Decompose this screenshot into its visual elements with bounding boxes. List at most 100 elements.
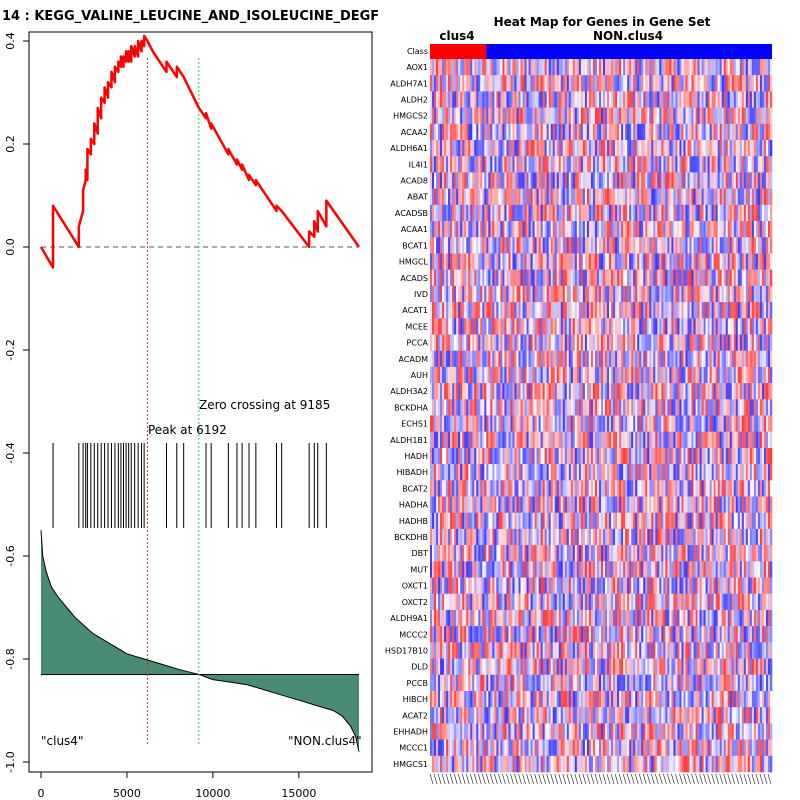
heatmap-cell [526, 188, 529, 206]
heatmap-cell [576, 285, 580, 303]
heatmap-cell [546, 480, 549, 497]
heatmap-cell [570, 237, 574, 254]
heatmap-cell [657, 480, 660, 497]
heatmap-cell [623, 431, 626, 449]
heatmap-cell [528, 350, 531, 368]
heatmap-cell [725, 172, 729, 189]
heatmap-cell [675, 269, 678, 287]
heatmap-cell [643, 269, 646, 287]
heatmap-cell [476, 512, 479, 530]
heatmap-cell [717, 156, 720, 173]
heatmap-cell [641, 123, 644, 141]
heatmap-cell [430, 447, 433, 465]
heatmap-cell [474, 221, 477, 238]
heatmap-cell [721, 221, 725, 238]
heatmap-cell [637, 350, 640, 368]
heatmap-cell [729, 237, 733, 254]
heatmap-cell [506, 431, 509, 449]
heatmap-cell [669, 350, 672, 368]
heatmap-cell [484, 496, 487, 514]
heatmap-cell [655, 447, 658, 465]
heatmap-cell [649, 496, 652, 514]
heatmap-cell [510, 140, 513, 157]
heatmap-cell [749, 204, 753, 222]
heatmap-cell [538, 366, 541, 384]
heatmap-cell [566, 107, 570, 125]
heatmap-cell [452, 156, 455, 173]
heatmap-cell [691, 383, 694, 400]
heatmap-cell [532, 253, 535, 270]
heatmap-cell [741, 156, 745, 173]
heatmap-cell [665, 140, 668, 157]
heatmap-cell [570, 399, 574, 416]
heatmap-cell [625, 512, 628, 530]
heatmap-cell [747, 156, 751, 173]
heatmap-cell [580, 204, 584, 222]
heatmap-cell [542, 204, 545, 222]
heatmap-cell [729, 334, 733, 351]
heatmap-cell [765, 123, 769, 141]
heatmap-cell [474, 156, 477, 173]
heatmap-cell [741, 172, 745, 189]
heatmap-cell [609, 415, 612, 432]
heatmap-cell [605, 464, 608, 481]
heatmap-cell [637, 123, 640, 141]
heatmap-cell [474, 431, 477, 449]
heatmap-cell [434, 140, 437, 157]
heatmap-cell [476, 156, 479, 173]
heatmap-cell [506, 512, 509, 530]
heatmap-cell [562, 447, 566, 465]
heatmap-cell [536, 431, 539, 449]
heatmap-cell [607, 366, 610, 384]
heatmap-cell [470, 447, 473, 465]
heatmap-cell [717, 383, 720, 400]
heatmap-cell [470, 75, 473, 92]
heatmap-cell [504, 318, 507, 335]
heatmap-cell [582, 399, 586, 416]
heatmap-cell [675, 383, 678, 400]
heatmap-cell [566, 269, 570, 287]
heatmap-cell [737, 415, 741, 432]
heatmap-cell [532, 334, 535, 351]
heatmap-cell [472, 318, 475, 335]
heatmap-cell [576, 447, 580, 465]
heatmap-cell [743, 269, 747, 287]
heatmap-cell [554, 383, 558, 400]
heatmap-cell [470, 285, 473, 303]
heatmap-cell [552, 285, 556, 303]
heatmap-cell [588, 269, 592, 287]
heatmap-cell [578, 107, 582, 125]
y-tick-label: -0.6 [4, 545, 17, 566]
heatmap-cell [530, 269, 533, 287]
heatmap-cell [476, 59, 479, 76]
heatmap-cell [767, 107, 771, 125]
heatmap-cell [657, 512, 660, 530]
heatmap-cell [763, 302, 767, 319]
heatmap-cell [761, 75, 765, 92]
heatmap-cell [562, 59, 566, 76]
heatmap-cell [743, 75, 747, 92]
heatmap-cell [530, 399, 533, 416]
heatmap-cell [769, 91, 773, 108]
heatmap-cell [687, 447, 690, 465]
heatmap-cell [635, 512, 638, 530]
heatmap-cell [673, 431, 676, 449]
heatmap-cell [769, 366, 773, 384]
heatmap-cell [709, 480, 712, 497]
heatmap-cell [596, 366, 600, 384]
heatmap-row [430, 399, 773, 416]
heatmap-cell [572, 334, 576, 351]
heatmap-cell [446, 156, 449, 173]
heatmap-cell [462, 204, 465, 222]
heatmap-cell [709, 285, 712, 303]
heatmap-cell [753, 431, 757, 449]
heatmap-cell [502, 188, 505, 206]
heatmap-cell [506, 172, 509, 189]
heatmap-cell [532, 156, 535, 173]
x-tick-label: 10000 [195, 787, 230, 800]
heatmap-cell [480, 156, 483, 173]
heatmap-cell [522, 269, 525, 287]
heatmap-cell [578, 188, 582, 206]
heatmap-cell [751, 415, 755, 432]
heatmap-cell [596, 399, 600, 416]
